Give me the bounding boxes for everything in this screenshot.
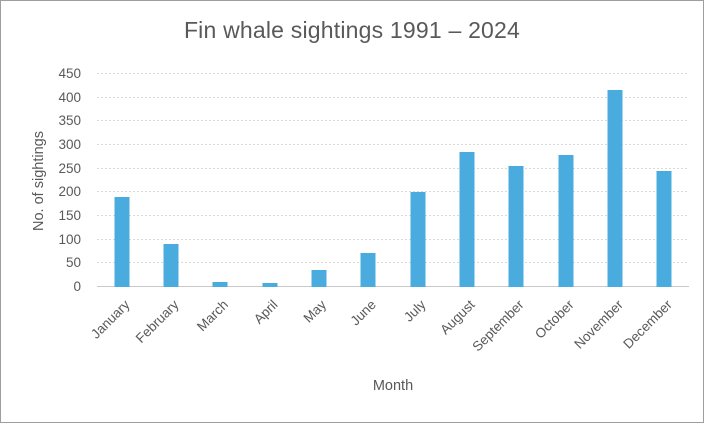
bar-october (558, 155, 574, 287)
y-tick-label-250: 250 (58, 160, 81, 176)
x-tick-label-december: December (620, 297, 675, 352)
bar-november (607, 89, 623, 287)
bar-may (311, 270, 327, 287)
gridline-350 (97, 120, 689, 122)
y-axis-tick-labels: 0 50 100 150 200 250 300 350 400 450 (1, 67, 81, 294)
y-tick-label-100: 100 (58, 231, 81, 247)
bar-february (163, 244, 179, 287)
bar-june (360, 252, 376, 287)
gridline-150 (97, 215, 689, 217)
x-tick-label-july: July (400, 297, 429, 325)
y-tick-label-300: 300 (58, 137, 81, 153)
bar-july (410, 192, 426, 287)
y-tick-label-150: 150 (58, 208, 81, 224)
x-axis-tick-labels: January February March April May June July Augu… (88, 287, 689, 382)
y-tick-label-0: 0 (73, 279, 81, 294)
plot-area (97, 73, 689, 287)
x-tick-label-april: April (250, 297, 281, 327)
x-tick-label-may: May (300, 297, 330, 326)
y-tick-label-450: 450 (58, 66, 81, 81)
bar-april (262, 283, 278, 287)
bar-december (656, 171, 672, 287)
bar-september (508, 166, 524, 287)
x-axis-title: Month (372, 378, 414, 394)
gridline-450 (97, 73, 689, 74)
x-tick-label-august: August (437, 297, 478, 338)
x-axis-line (97, 286, 689, 287)
gridline-100 (97, 238, 689, 240)
gridline-200 (97, 191, 689, 193)
y-tick-label-400: 400 (58, 89, 81, 105)
gridline-400 (97, 96, 689, 98)
x-tick-label-march: March (193, 297, 231, 335)
x-tick-label-february: February (132, 297, 182, 346)
bar-january (114, 197, 130, 287)
x-tick-label-september: September (469, 297, 527, 355)
x-tick-label-january: January (87, 297, 133, 342)
gridline-50 (97, 262, 689, 264)
x-tick-label-june: June (347, 297, 379, 329)
y-tick-label-350: 350 (58, 113, 81, 129)
bar-august (459, 152, 475, 287)
gridline-250 (97, 167, 689, 169)
y-tick-label-50: 50 (65, 255, 81, 271)
gridline-300 (97, 144, 689, 146)
chart-title: Fin whale sightings 1991 – 2024 (183, 17, 521, 43)
bar-march (212, 282, 228, 287)
x-tick-label-november: November (570, 297, 626, 352)
y-tick-label-200: 200 (58, 184, 81, 200)
x-tick-label-october: October (531, 297, 577, 342)
